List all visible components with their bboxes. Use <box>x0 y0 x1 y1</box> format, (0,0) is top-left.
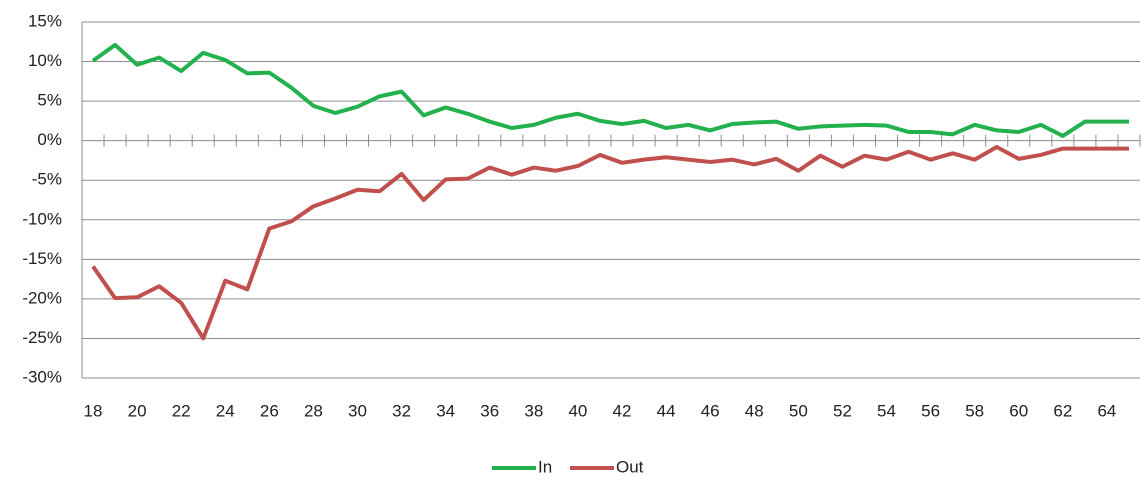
x-tick-label: 64 <box>1097 401 1116 420</box>
x-tick-label: 24 <box>216 401 235 420</box>
x-tick-label: 30 <box>348 401 367 420</box>
y-tick-label: -15% <box>22 249 62 268</box>
x-tick-label: 44 <box>657 401 676 420</box>
y-tick-label: -20% <box>22 288 62 307</box>
x-tick-label: 58 <box>965 401 984 420</box>
x-tick-label: 34 <box>436 401 455 420</box>
y-tick-label: 0% <box>37 130 62 149</box>
x-tick-label: 26 <box>260 401 279 420</box>
y-tick-label: 10% <box>28 51 62 70</box>
y-tick-label: -25% <box>22 328 62 347</box>
x-tick-label: 38 <box>524 401 543 420</box>
legend-label: In <box>538 457 552 476</box>
legend-label: Out <box>616 457 644 476</box>
line-series <box>91 144 1129 341</box>
x-tick-label: 22 <box>172 401 191 420</box>
y-tick-label: -5% <box>32 170 62 189</box>
x-tick-label: 56 <box>921 401 940 420</box>
x-tick-label: 62 <box>1053 401 1072 420</box>
y-tick-label: -30% <box>22 367 62 386</box>
x-tick-label: 46 <box>701 401 720 420</box>
line-series <box>91 42 1129 138</box>
y-tick-label: 5% <box>37 91 62 110</box>
y-tick-label: -10% <box>22 209 62 228</box>
x-tick-label: 54 <box>877 401 896 420</box>
x-tick-label: 42 <box>613 401 632 420</box>
x-tick-label: 60 <box>1009 401 1028 420</box>
x-tick-label: 50 <box>789 401 808 420</box>
x-tick-label: 18 <box>84 401 103 420</box>
y-tick-label: 15% <box>28 11 62 30</box>
x-tick-label: 32 <box>392 401 411 420</box>
x-tick-label: 52 <box>833 401 852 420</box>
x-tick-label: 20 <box>128 401 147 420</box>
x-tick-label: 40 <box>568 401 587 420</box>
x-tick-label: 48 <box>745 401 764 420</box>
x-tick-label: 36 <box>480 401 499 420</box>
x-tick-label: 28 <box>304 401 323 420</box>
